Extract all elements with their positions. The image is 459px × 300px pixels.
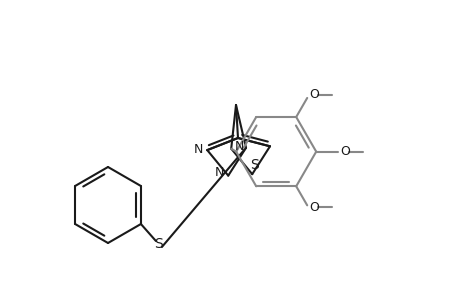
Text: N: N bbox=[193, 142, 202, 156]
Text: S: S bbox=[154, 237, 163, 251]
Text: O: O bbox=[308, 88, 319, 101]
Text: O: O bbox=[340, 145, 349, 158]
Text: S: S bbox=[249, 158, 258, 172]
Text: O: O bbox=[308, 201, 319, 214]
Text: N: N bbox=[214, 166, 224, 179]
Text: N: N bbox=[234, 140, 243, 152]
